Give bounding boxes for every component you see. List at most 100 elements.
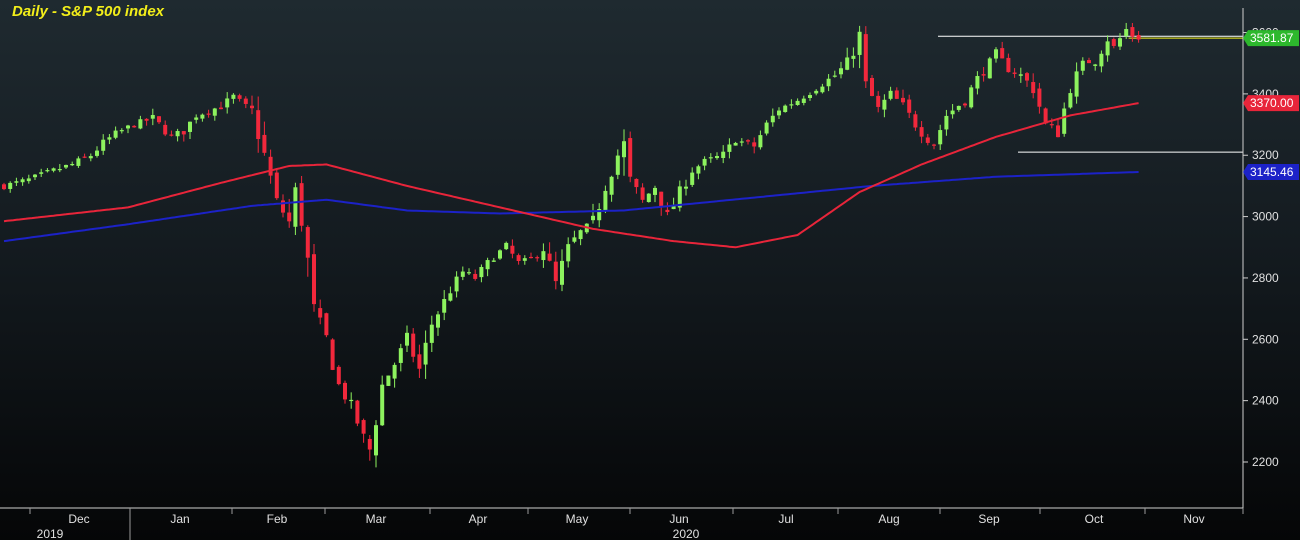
candle-body (963, 103, 967, 106)
x-tick-label: Mar (366, 512, 387, 526)
candle-body (1062, 108, 1067, 134)
candle-body (287, 212, 292, 222)
candle-body (950, 110, 955, 115)
candle-body (690, 172, 695, 185)
y-tick-label: 3000 (1252, 210, 1279, 224)
candle-body (1056, 125, 1060, 138)
candle-body (20, 179, 25, 183)
candle-body (256, 110, 261, 139)
candle-body (547, 253, 552, 261)
candle-body (603, 190, 608, 211)
candle-body (45, 170, 50, 172)
candle-body (467, 272, 471, 274)
candle-body (870, 77, 874, 96)
candle-body (26, 178, 31, 182)
x-tick-label: Feb (267, 512, 288, 526)
candle-body (498, 250, 502, 259)
candle-body (274, 172, 279, 199)
candle-body (237, 95, 242, 99)
candle-body (684, 186, 688, 189)
candle-body (1031, 82, 1036, 94)
candle-body (789, 104, 794, 106)
candle-body (560, 260, 564, 285)
candle-body (919, 127, 924, 137)
candle-body (33, 174, 37, 178)
candle-body (126, 125, 130, 129)
x-tick-label: May (566, 512, 589, 526)
candle-body (132, 125, 137, 128)
candle-body (1130, 27, 1135, 37)
candle-body (591, 215, 595, 221)
x-tick-label: Aug (878, 512, 899, 526)
candle-body (8, 182, 13, 189)
y-tick-label: 3200 (1252, 148, 1279, 162)
candle-body (330, 339, 335, 370)
moving-averages-group (3, 102, 1139, 249)
candle-body (101, 139, 106, 151)
candle-body (727, 144, 732, 152)
candle-body (653, 187, 657, 195)
candle-body (901, 97, 905, 103)
x-tick-label: Apr (469, 512, 488, 526)
candle-body (398, 348, 403, 363)
x-tick-label: Jun (669, 512, 688, 526)
candle-body (181, 131, 186, 135)
candle-body (956, 105, 961, 110)
ma-blue-tag-label: 3145.46 (1250, 165, 1294, 179)
candle-body (1049, 124, 1054, 126)
candle-body (994, 49, 998, 59)
candle-body (1018, 74, 1023, 76)
ma-red-tag-bg (1243, 95, 1299, 112)
x-tick-label: Jan (170, 512, 189, 526)
last-price-tag-bg (1243, 30, 1299, 47)
candle-body (442, 299, 447, 313)
candle-body (349, 399, 354, 402)
x-tick-label: Oct (1085, 512, 1104, 526)
candle-body (634, 178, 639, 188)
candle-body (640, 187, 645, 200)
candle-body (529, 256, 533, 259)
candle-body (107, 137, 112, 140)
candle-body (863, 34, 868, 82)
candle-body (845, 57, 850, 70)
candle-body (987, 58, 992, 79)
candle-body (64, 164, 68, 168)
candle-body (1074, 71, 1079, 97)
candle-body (150, 115, 155, 119)
candle-body (572, 237, 577, 242)
candle-body (212, 108, 217, 116)
candle-body (429, 324, 434, 343)
candle-body (746, 140, 750, 142)
candle-body (305, 227, 310, 258)
candle-body (566, 244, 571, 262)
candle-body (113, 130, 118, 138)
candle-body (820, 86, 825, 93)
candle-body (1111, 39, 1116, 46)
candle-body (423, 342, 428, 365)
candle-body (832, 75, 837, 77)
candle-body (268, 156, 273, 176)
range-box-group (938, 35, 1243, 153)
candle-body (57, 169, 62, 171)
candle-body (1099, 53, 1104, 67)
candle-body (460, 271, 465, 277)
candle-body (343, 382, 347, 400)
candle-body (82, 156, 87, 158)
axes-group: 22002400260028003000320034003600DecJanFe… (0, 8, 1279, 540)
candle-body (473, 273, 478, 279)
candle-body (622, 141, 626, 158)
candle-body (522, 258, 527, 261)
candle-body (510, 245, 515, 254)
candle-body (219, 107, 223, 110)
candle-body (1087, 60, 1091, 64)
candle-body (839, 68, 843, 75)
candle-body (913, 114, 918, 128)
year-label: 2020 (673, 527, 700, 540)
candle-body (163, 124, 168, 135)
candle-body (225, 98, 230, 108)
candle-body (51, 168, 56, 171)
candle-body (119, 130, 124, 132)
candle-body (386, 375, 391, 386)
